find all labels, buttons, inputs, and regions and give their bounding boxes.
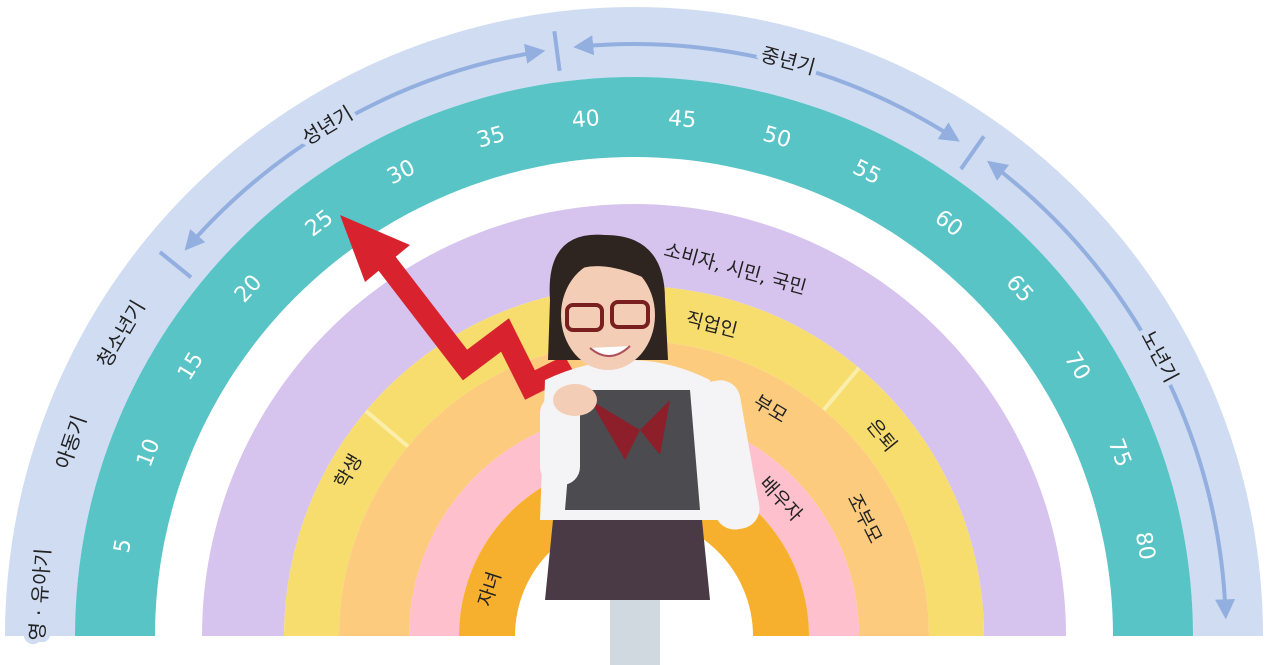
life-stage-diagram: 영 · 유아기아동기청소년기성년기중년기노년기51015202530354045… bbox=[0, 0, 1267, 665]
age-label: 40 bbox=[571, 106, 601, 133]
age-label: 45 bbox=[667, 106, 697, 133]
age-label: 80 bbox=[1130, 530, 1159, 562]
